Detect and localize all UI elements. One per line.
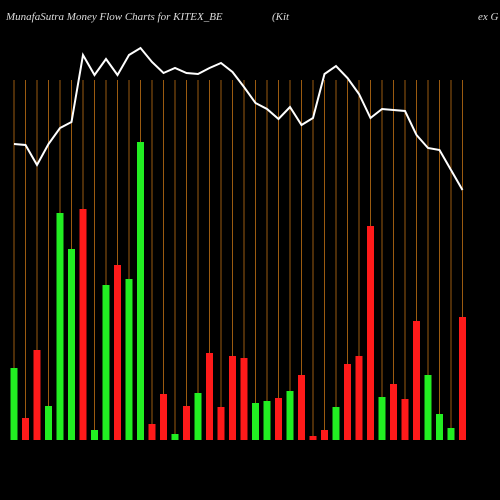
- chart-subtitle: ex G: [478, 11, 499, 23]
- bar: [148, 424, 156, 440]
- bar: [263, 401, 271, 440]
- bar: [102, 285, 110, 440]
- bar: [206, 353, 213, 440]
- bar: [171, 434, 179, 440]
- bar: [390, 384, 397, 440]
- bar: [22, 418, 29, 440]
- bar: [125, 279, 133, 440]
- bar: [137, 142, 144, 440]
- bar: [459, 317, 466, 440]
- bar: [332, 407, 340, 440]
- bar: [447, 428, 455, 440]
- bar: [56, 213, 64, 440]
- bar: [240, 358, 248, 440]
- bar: [436, 414, 443, 440]
- bar: [309, 436, 317, 440]
- bar: [344, 364, 351, 440]
- bar: [229, 356, 236, 440]
- bar: [114, 265, 121, 440]
- money-flow-line: [13, 46, 464, 191]
- bar: [424, 375, 432, 440]
- bar: [194, 393, 202, 440]
- bar: [378, 397, 386, 440]
- bar: [252, 403, 259, 440]
- bar: [217, 407, 225, 440]
- bar: [79, 209, 87, 440]
- bar: [160, 394, 167, 440]
- chart-subtitle: (Kit: [272, 11, 290, 23]
- bar: [68, 249, 75, 440]
- bar: [401, 399, 409, 440]
- bar: [367, 226, 374, 440]
- bar: [45, 406, 52, 440]
- bar: [286, 391, 294, 440]
- bar: [275, 398, 282, 440]
- bar: [413, 321, 420, 440]
- bar: [298, 375, 305, 440]
- chart-title: MunafaSutra Money Flow Charts for KITEX_…: [5, 11, 223, 23]
- bar: [183, 406, 190, 440]
- bar: [321, 430, 328, 440]
- bar: [10, 368, 18, 440]
- bar: [355, 356, 363, 440]
- bar: [33, 350, 41, 440]
- bar: [91, 430, 98, 440]
